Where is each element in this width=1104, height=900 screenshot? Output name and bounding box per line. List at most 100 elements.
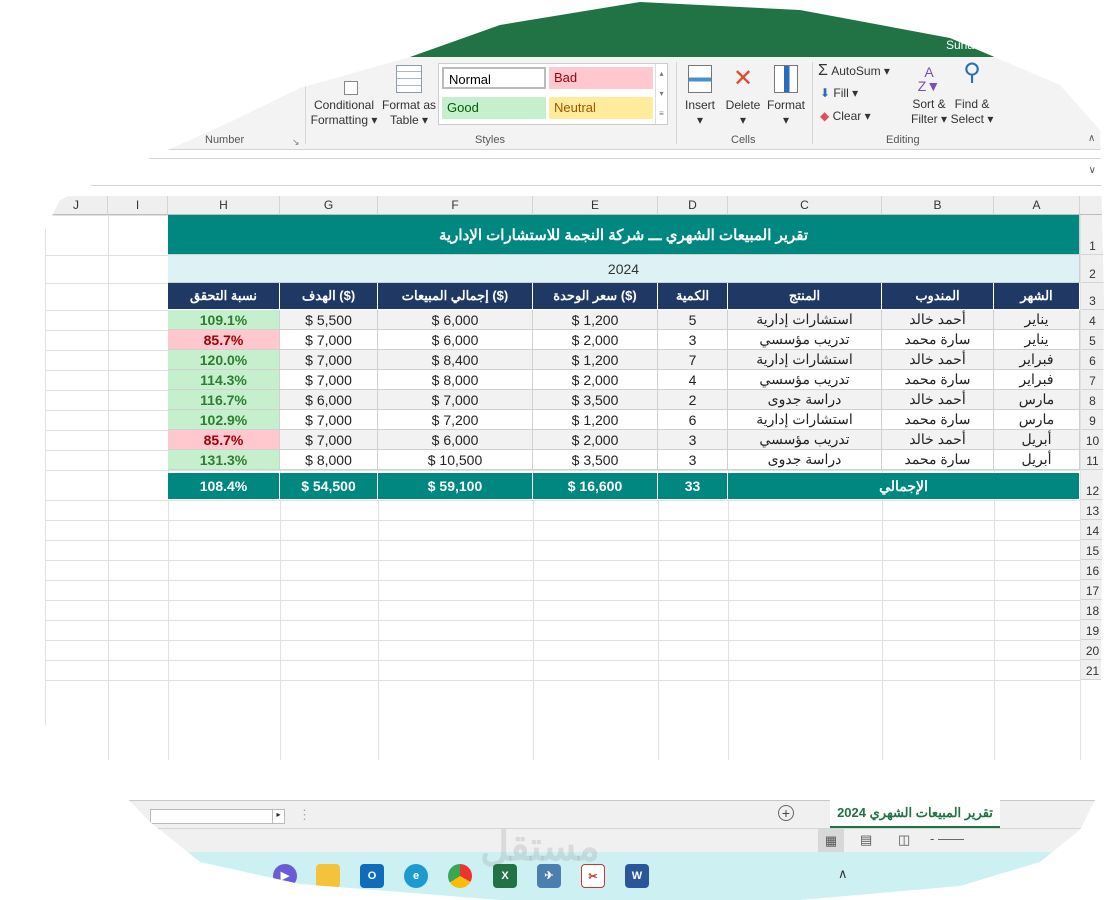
table-cell[interactable]: $ 2,000	[533, 330, 658, 350]
column-title[interactable]: الهدف ($)	[280, 283, 378, 310]
autosum-button[interactable]: Σ AutoSum ▾	[818, 62, 890, 79]
style-bad[interactable]: Bad	[549, 67, 653, 89]
page-break-icon[interactable]: ◫	[898, 832, 911, 847]
style-good[interactable]: Good	[442, 97, 546, 119]
table-cell[interactable]: 109.1%	[168, 310, 280, 330]
style-normal[interactable]: Normal	[442, 67, 546, 89]
table-cell[interactable]: تدريب مؤسسي	[728, 370, 882, 390]
table-cell[interactable]: $ 8,000	[378, 370, 533, 390]
total-quantity[interactable]: 33	[658, 473, 728, 500]
table-cell[interactable]: $ 3,500	[533, 390, 658, 410]
excel-icon[interactable]: X	[493, 864, 517, 888]
column-header-H[interactable]: H	[168, 196, 280, 215]
table-cell[interactable]: 2	[658, 390, 728, 410]
row-header-3[interactable]: 3	[1080, 283, 1104, 310]
column-header-C[interactable]: C	[728, 196, 882, 215]
new-sheet-button[interactable]: +	[778, 805, 794, 821]
table-cell[interactable]: أبريل	[994, 430, 1080, 450]
find-select-button[interactable]: ⚲ Find & Select ▾	[950, 59, 994, 127]
splitter-handle[interactable]: ⋮	[298, 807, 311, 822]
row-header-20[interactable]: 20	[1080, 640, 1104, 660]
table-cell[interactable]: فبراير	[994, 370, 1080, 390]
column-title[interactable]: نسبة التحقق	[168, 283, 280, 310]
table-cell[interactable]: أحمد خالد	[882, 310, 994, 330]
table-cell[interactable]: $ 3,500	[533, 450, 658, 470]
total-label[interactable]: الإجمالي	[728, 473, 1080, 500]
table-cell[interactable]: سارة محمد	[882, 370, 994, 390]
table-cell[interactable]: تدريب مؤسسي	[728, 330, 882, 350]
word-icon[interactable]: W	[625, 864, 649, 888]
table-cell[interactable]: استشارات إدارية	[728, 410, 882, 430]
column-header-D[interactable]: D	[658, 196, 728, 215]
table-cell[interactable]: 102.9%	[168, 410, 280, 430]
style-neutral[interactable]: Neutral	[549, 97, 653, 119]
select-all-button[interactable]	[1080, 196, 1104, 215]
table-cell[interactable]: مارس	[994, 410, 1080, 430]
table-cell[interactable]: $ 6,000	[378, 330, 533, 350]
table-cell[interactable]: دراسة جدوى	[728, 450, 882, 470]
column-header-B[interactable]: B	[882, 196, 994, 215]
table-cell[interactable]: $ 7,000	[280, 350, 378, 370]
format-button[interactable]: Format ▾	[764, 65, 808, 128]
total-sales[interactable]: $ 59,100	[378, 473, 533, 500]
file-explorer-icon[interactable]	[316, 864, 340, 888]
row-header-15[interactable]: 15	[1080, 540, 1104, 560]
expand-formula-bar-icon[interactable]: ∨	[1088, 165, 1096, 176]
row-header-6[interactable]: 6	[1080, 350, 1104, 370]
table-cell[interactable]: سارة محمد	[882, 410, 994, 430]
row-header-5[interactable]: 5	[1080, 330, 1104, 350]
row-header-4[interactable]: 4	[1080, 310, 1104, 330]
horizontal-scrollbar[interactable]: ▸	[150, 809, 285, 824]
row-header-19[interactable]: 19	[1080, 620, 1104, 640]
table-cell[interactable]: $ 7,000	[378, 390, 533, 410]
table-cell[interactable]: سارة محمد	[882, 450, 994, 470]
column-header-J[interactable]: J	[45, 196, 108, 215]
column-title[interactable]: المنتج	[728, 283, 882, 310]
table-cell[interactable]: $ 8,000	[280, 450, 378, 470]
outlook-icon[interactable]: O	[360, 864, 384, 888]
row-header-1[interactable]: 1	[1080, 215, 1104, 255]
column-header-F[interactable]: F	[378, 196, 533, 215]
table-cell[interactable]: 6	[658, 410, 728, 430]
row-header-8[interactable]: 8	[1080, 390, 1104, 410]
scroll-right-icon[interactable]: ▸	[272, 810, 284, 823]
row-header-17[interactable]: 17	[1080, 580, 1104, 600]
column-header-E[interactable]: E	[533, 196, 658, 215]
delete-button[interactable]: ✕ Delete ▾	[722, 65, 764, 128]
table-cell[interactable]: $ 7,000	[280, 410, 378, 430]
table-cell[interactable]: 4	[658, 370, 728, 390]
table-cell[interactable]: 120.0%	[168, 350, 280, 370]
table-cell[interactable]: 85.7%	[168, 430, 280, 450]
table-cell[interactable]: أحمد خالد	[882, 430, 994, 450]
sheet-tab-active[interactable]: تقرير المبيعات الشهري 2024	[830, 800, 1000, 828]
dialog-launcher-icon[interactable]: ↘	[292, 137, 300, 147]
table-cell[interactable]: $ 6,000	[378, 310, 533, 330]
table-cell[interactable]: $ 6,000	[378, 430, 533, 450]
table-cell[interactable]: أحمد خالد	[882, 390, 994, 410]
table-cell[interactable]: 116.7%	[168, 390, 280, 410]
table-cell[interactable]: دراسة جدوى	[728, 390, 882, 410]
table-cell[interactable]: 7	[658, 350, 728, 370]
table-cell[interactable]: $ 7,000	[280, 370, 378, 390]
table-cell[interactable]: 114.3%	[168, 370, 280, 390]
row-header-12[interactable]: 12	[1080, 470, 1104, 500]
column-title[interactable]: المندوب	[882, 283, 994, 310]
sort-filter-button[interactable]: A Z▼ Sort & Filter ▾	[908, 65, 950, 127]
column-title[interactable]: إجمالي المبيعات ($)	[378, 283, 533, 310]
table-cell[interactable]: سارة محمد	[882, 330, 994, 350]
report-title[interactable]: تقرير المبيعات الشهري ـــ شركة النجمة لل…	[168, 215, 1080, 255]
table-cell[interactable]: $ 5,500	[280, 310, 378, 330]
column-header-G[interactable]: G	[280, 196, 378, 215]
format-as-table-button[interactable]: Format as Table ▾	[380, 65, 438, 128]
tray-chevron-icon[interactable]: ∧	[838, 866, 848, 881]
table-cell[interactable]: $ 1,200	[533, 350, 658, 370]
row-header-9[interactable]: 9	[1080, 410, 1104, 430]
total-rate[interactable]: 108.4%	[168, 473, 280, 500]
report-year[interactable]: 2024	[168, 255, 1080, 283]
worksheet-grid[interactable]: J I H G F E D C B A 1 2 3 4 5 6 7 8 9 10 11 12 13 14 15 16 17 18 19 2…	[45, 196, 1104, 800]
fill-button[interactable]: ⬇ Fill ▾	[820, 86, 859, 100]
table-cell[interactable]: $ 7,000	[280, 330, 378, 350]
row-header-7[interactable]: 7	[1080, 370, 1104, 390]
table-cell[interactable]: $ 7,000	[280, 430, 378, 450]
collapse-ribbon-icon[interactable]: ∧	[1088, 133, 1096, 144]
